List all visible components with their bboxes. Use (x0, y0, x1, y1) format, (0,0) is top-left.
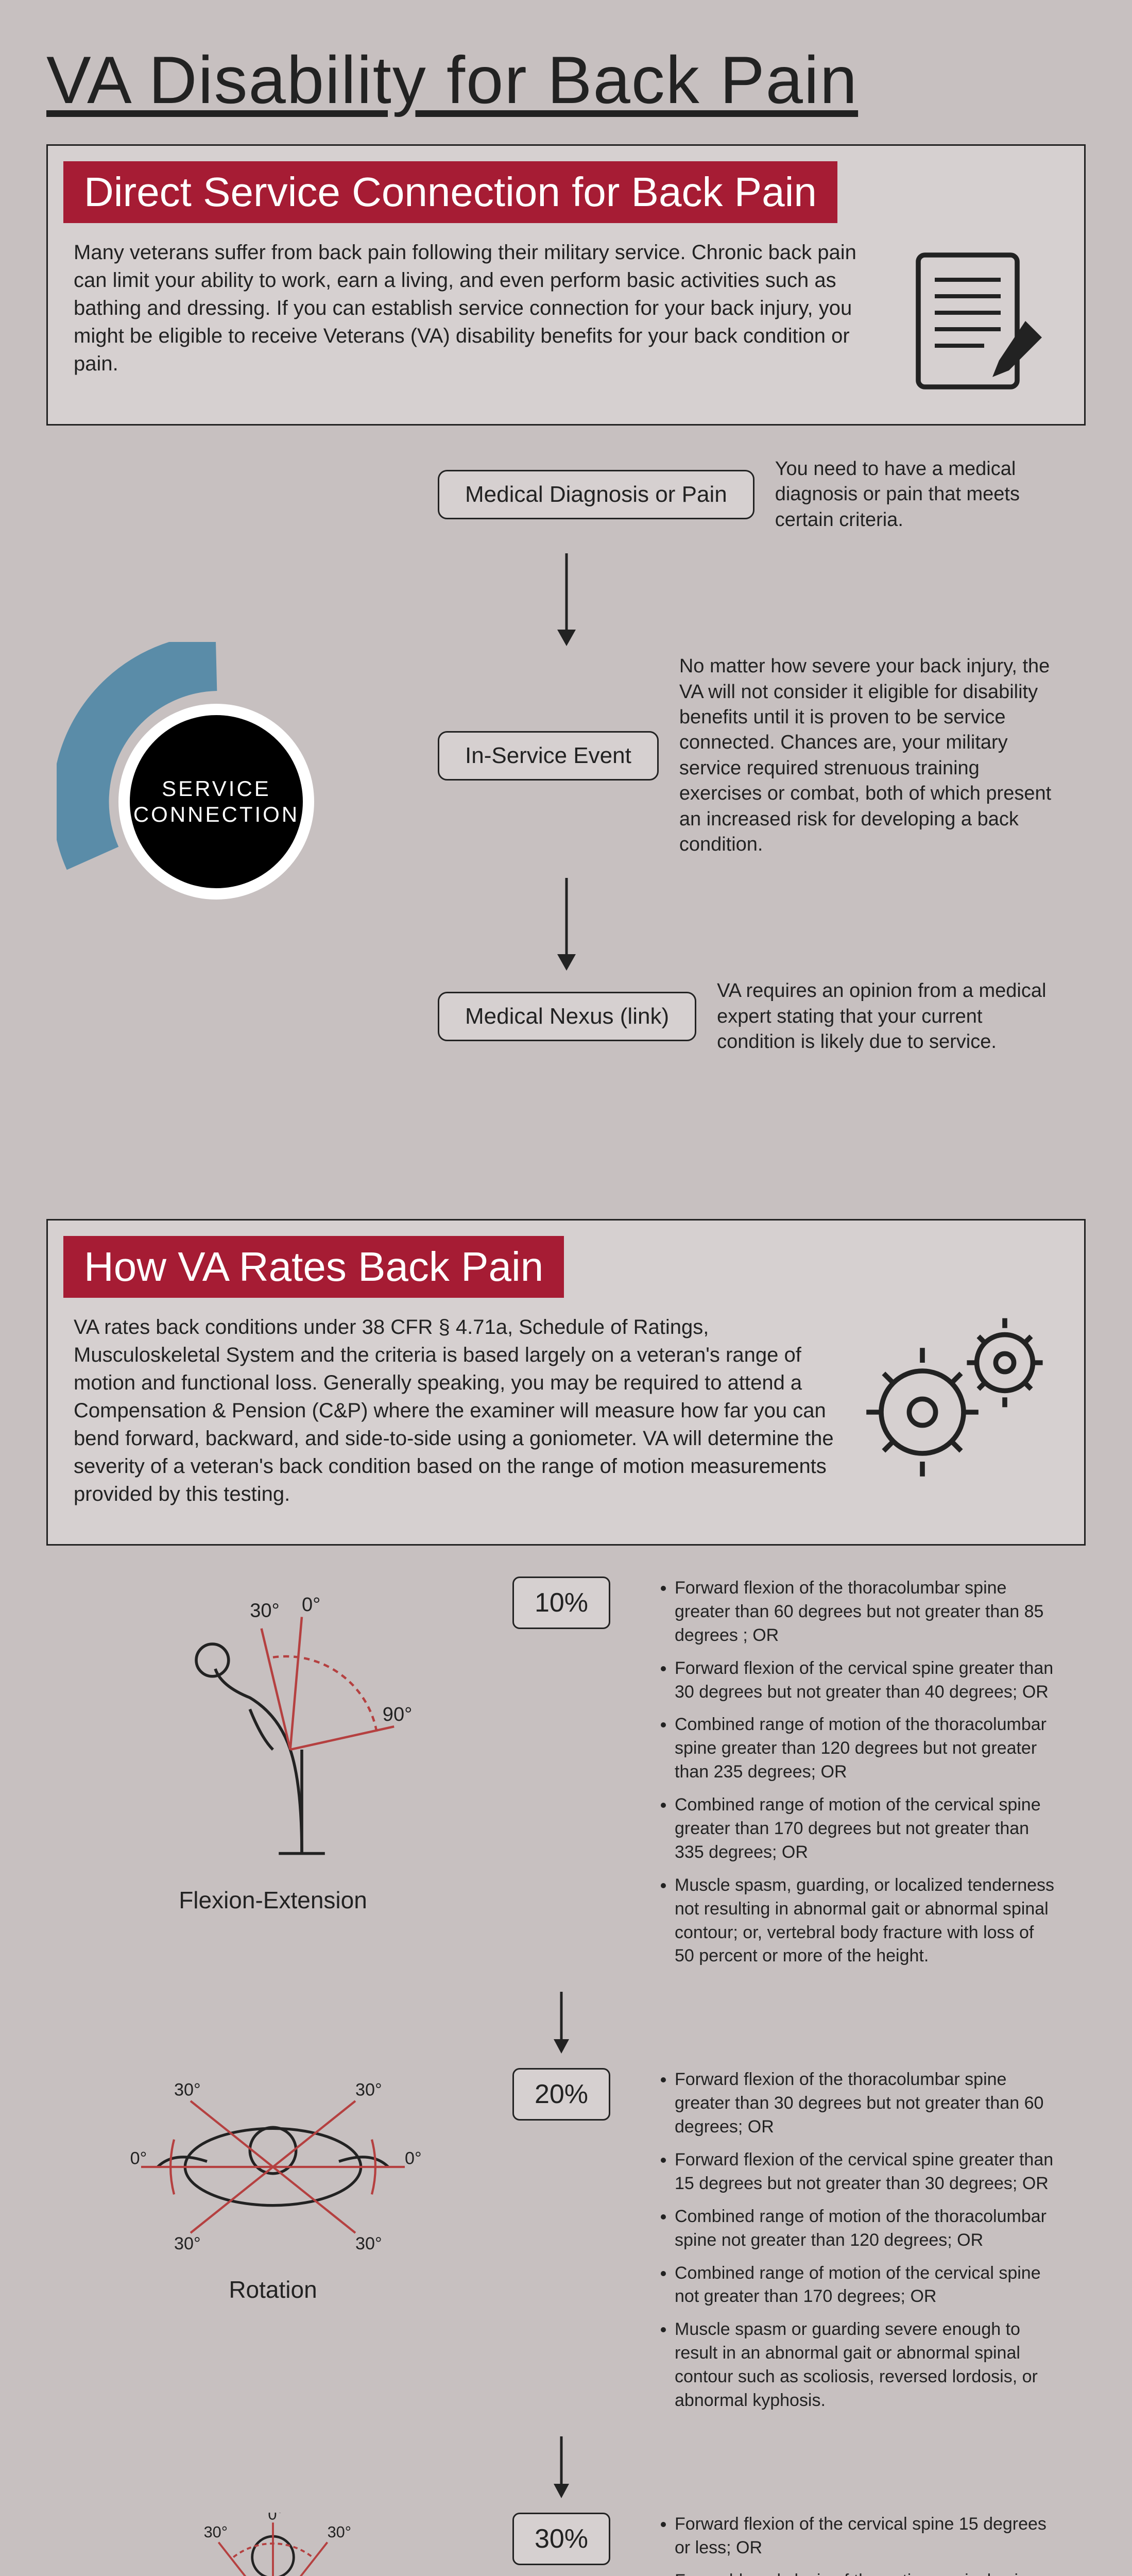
diagram-flexion-extension-body: 30° 0° 90° (129, 1577, 417, 1876)
document-pen-icon (894, 239, 1058, 403)
flow-node-nexus: Medical Nexus (link) (438, 992, 696, 1041)
section1-title: Direct Service Connection for Back Pain (63, 161, 837, 223)
svg-text:0°: 0° (130, 2149, 147, 2168)
svg-text:30°: 30° (355, 2234, 382, 2253)
arrow-down-icon (548, 1992, 574, 2054)
diagram-label-rotation: Rotation (77, 2276, 469, 2303)
arrow-down-icon (548, 2436, 574, 2498)
criteria-item: Muscle spasm, guarding, or localized ten… (675, 1874, 1055, 1969)
svg-text:0°: 0° (268, 2513, 283, 2523)
criteria-item: Combined range of motion of the thoracol… (675, 1713, 1055, 1784)
section-ratings: How VA Rates Back Pain VA rates back con… (46, 1219, 1086, 1546)
rating-30-criteria: Forward flexion of the cervical spine 15… (654, 2513, 1055, 2576)
diagram-rotation-body: 30° 30° 0° 0° 30° 30° (108, 2068, 438, 2266)
rating-10-box: 10% (512, 1577, 610, 1629)
svg-text:0°: 0° (405, 2149, 422, 2168)
flow-desc-inservice: No matter how severe your back injury, t… (679, 654, 1056, 857)
svg-text:0°: 0° (302, 1594, 320, 1616)
criteria-item: Forward flexion of the cervical spine gr… (675, 1657, 1055, 1704)
service-connection-badge: SERVICE CONNECTION (57, 642, 376, 961)
gears-icon (852, 1313, 1058, 1478)
criteria-item: Forward flexion of the thoracolumbar spi… (675, 1577, 1055, 1648)
section2-title: How VA Rates Back Pain (63, 1236, 564, 1298)
ratings-flow: 30° 0° 90° Flexion-Extension 10% Forward… (77, 1577, 1055, 2576)
flow-desc-diagnosis: You need to have a medical diagnosis or … (775, 456, 1056, 533)
diagram-label-flex-ext: Flexion-Extension (77, 1886, 469, 1914)
section2-intro: VA rates back conditions under 38 CFR § … (74, 1313, 837, 1508)
flow-node-inservice: In-Service Event (438, 731, 659, 781)
rating-20-box: 20% (512, 2068, 610, 2121)
svg-text:90°: 90° (383, 1704, 413, 1725)
criteria-item: Combined range of motion of the thoracol… (675, 2205, 1055, 2252)
rating-20-criteria: Forward flexion of the thoracolumbar spi… (654, 2068, 1055, 2422)
criteria-item: Favorable ankylosis of the entire cervic… (675, 2569, 1055, 2576)
svg-text:30°: 30° (174, 2080, 201, 2100)
criteria-item: Forward flexion of the thoracolumbar spi… (675, 2068, 1055, 2139)
criteria-item: Forward flexion of the cervical spine gr… (675, 2148, 1055, 2196)
badge-line1: SERVICE (133, 776, 299, 802)
svg-text:30°: 30° (355, 2080, 382, 2100)
rating-30-box: 30% (512, 2513, 610, 2565)
svg-text:30°: 30° (250, 1600, 280, 1621)
page-title: VA Disability for Back Pain (46, 41, 1086, 118)
badge-line2: CONNECTION (133, 802, 299, 827)
svg-text:30°: 30° (204, 2523, 228, 2541)
arrow-down-icon (551, 878, 582, 971)
rating-10-criteria: Forward flexion of the thoracolumbar spi… (654, 1577, 1055, 1977)
section1-intro: Many veterans suffer from back pain foll… (74, 239, 873, 378)
section-direct-connection: Direct Service Connection for Back Pain … (46, 144, 1086, 426)
svg-text:30°: 30° (328, 2523, 351, 2541)
diagram-lateral-flexion-body: 30° 0° 30° (149, 2513, 397, 2576)
criteria-item: Combined range of motion of the cervical… (675, 1793, 1055, 1865)
arrow-down-icon (551, 553, 582, 646)
flow-desc-nexus: VA requires an opinion from a medical ex… (717, 978, 1056, 1055)
service-connection-flow: SERVICE CONNECTION Medical Diagnosis or … (77, 456, 1055, 1178)
criteria-item: Forward flexion of the cervical spine 15… (675, 2513, 1055, 2560)
criteria-item: Combined range of motion of the cervical… (675, 2262, 1055, 2309)
criteria-item: Muscle spasm or guarding severe enough t… (675, 2318, 1055, 2413)
flow-node-diagnosis: Medical Diagnosis or Pain (438, 470, 754, 519)
svg-text:30°: 30° (174, 2234, 201, 2253)
